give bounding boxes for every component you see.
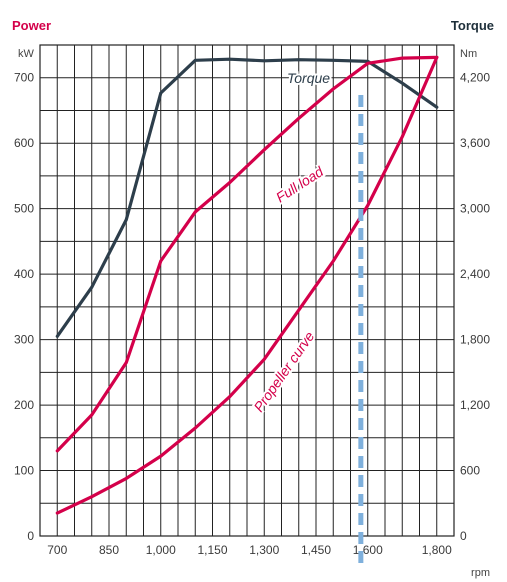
y-right-tick-label: 0 [460, 529, 467, 543]
y-right-tick-label: 1,200 [460, 398, 490, 412]
y-right-tick-label: 1,800 [460, 333, 490, 347]
y-right-tick-label: 3,600 [460, 136, 490, 150]
nm-unit-label: Nm [460, 48, 477, 60]
y-left-tick-label: 400 [14, 267, 34, 281]
x-tick-label: 700 [47, 543, 67, 557]
grid: 700 850 1,000 1,150 1,300 1,450 1,600 1,800 0 100… [14, 44, 490, 557]
x-tick-label: 850 [99, 543, 119, 557]
x-tick-label: 1,300 [249, 543, 279, 557]
torque-line [55, 57, 439, 338]
y-right-tick-label: 2,400 [460, 267, 490, 281]
y-right-tick-label: 4,200 [460, 71, 490, 85]
plot-frame [39, 44, 455, 537]
x-tick-label: 1,000 [146, 543, 176, 557]
power-axis-title: Power [12, 18, 51, 33]
torque-axis-title: Torque [451, 18, 494, 33]
x-tick-label: 1,600 [353, 543, 383, 557]
y-left-tick-label: 100 [14, 464, 34, 478]
y-right-tick-label: 3,000 [460, 202, 490, 216]
propeller-curve-series-label: Propeller curve [250, 328, 317, 414]
torque-series-label: Torque [287, 70, 330, 86]
x-tick-label: 1,450 [301, 543, 331, 557]
y-right-tick-label: 600 [460, 464, 480, 478]
y-left-tick-label: 700 [14, 71, 34, 85]
y-left-tick-label: 600 [14, 136, 34, 150]
y-left-tick-label: 300 [14, 333, 34, 347]
propeller-curve-line [55, 55, 439, 515]
series-layer [55, 55, 439, 515]
x-tick-label: 1,800 [422, 543, 452, 557]
rpm-unit-label: rpm [471, 567, 490, 579]
y-left-tick-label: 200 [14, 398, 34, 412]
y-left-tick-label: 500 [14, 202, 34, 216]
x-tick-label: 1,150 [197, 543, 227, 557]
y-left-tick-label: 0 [27, 529, 34, 543]
full-load-line [55, 55, 439, 453]
kw-unit-label: kW [18, 48, 35, 60]
